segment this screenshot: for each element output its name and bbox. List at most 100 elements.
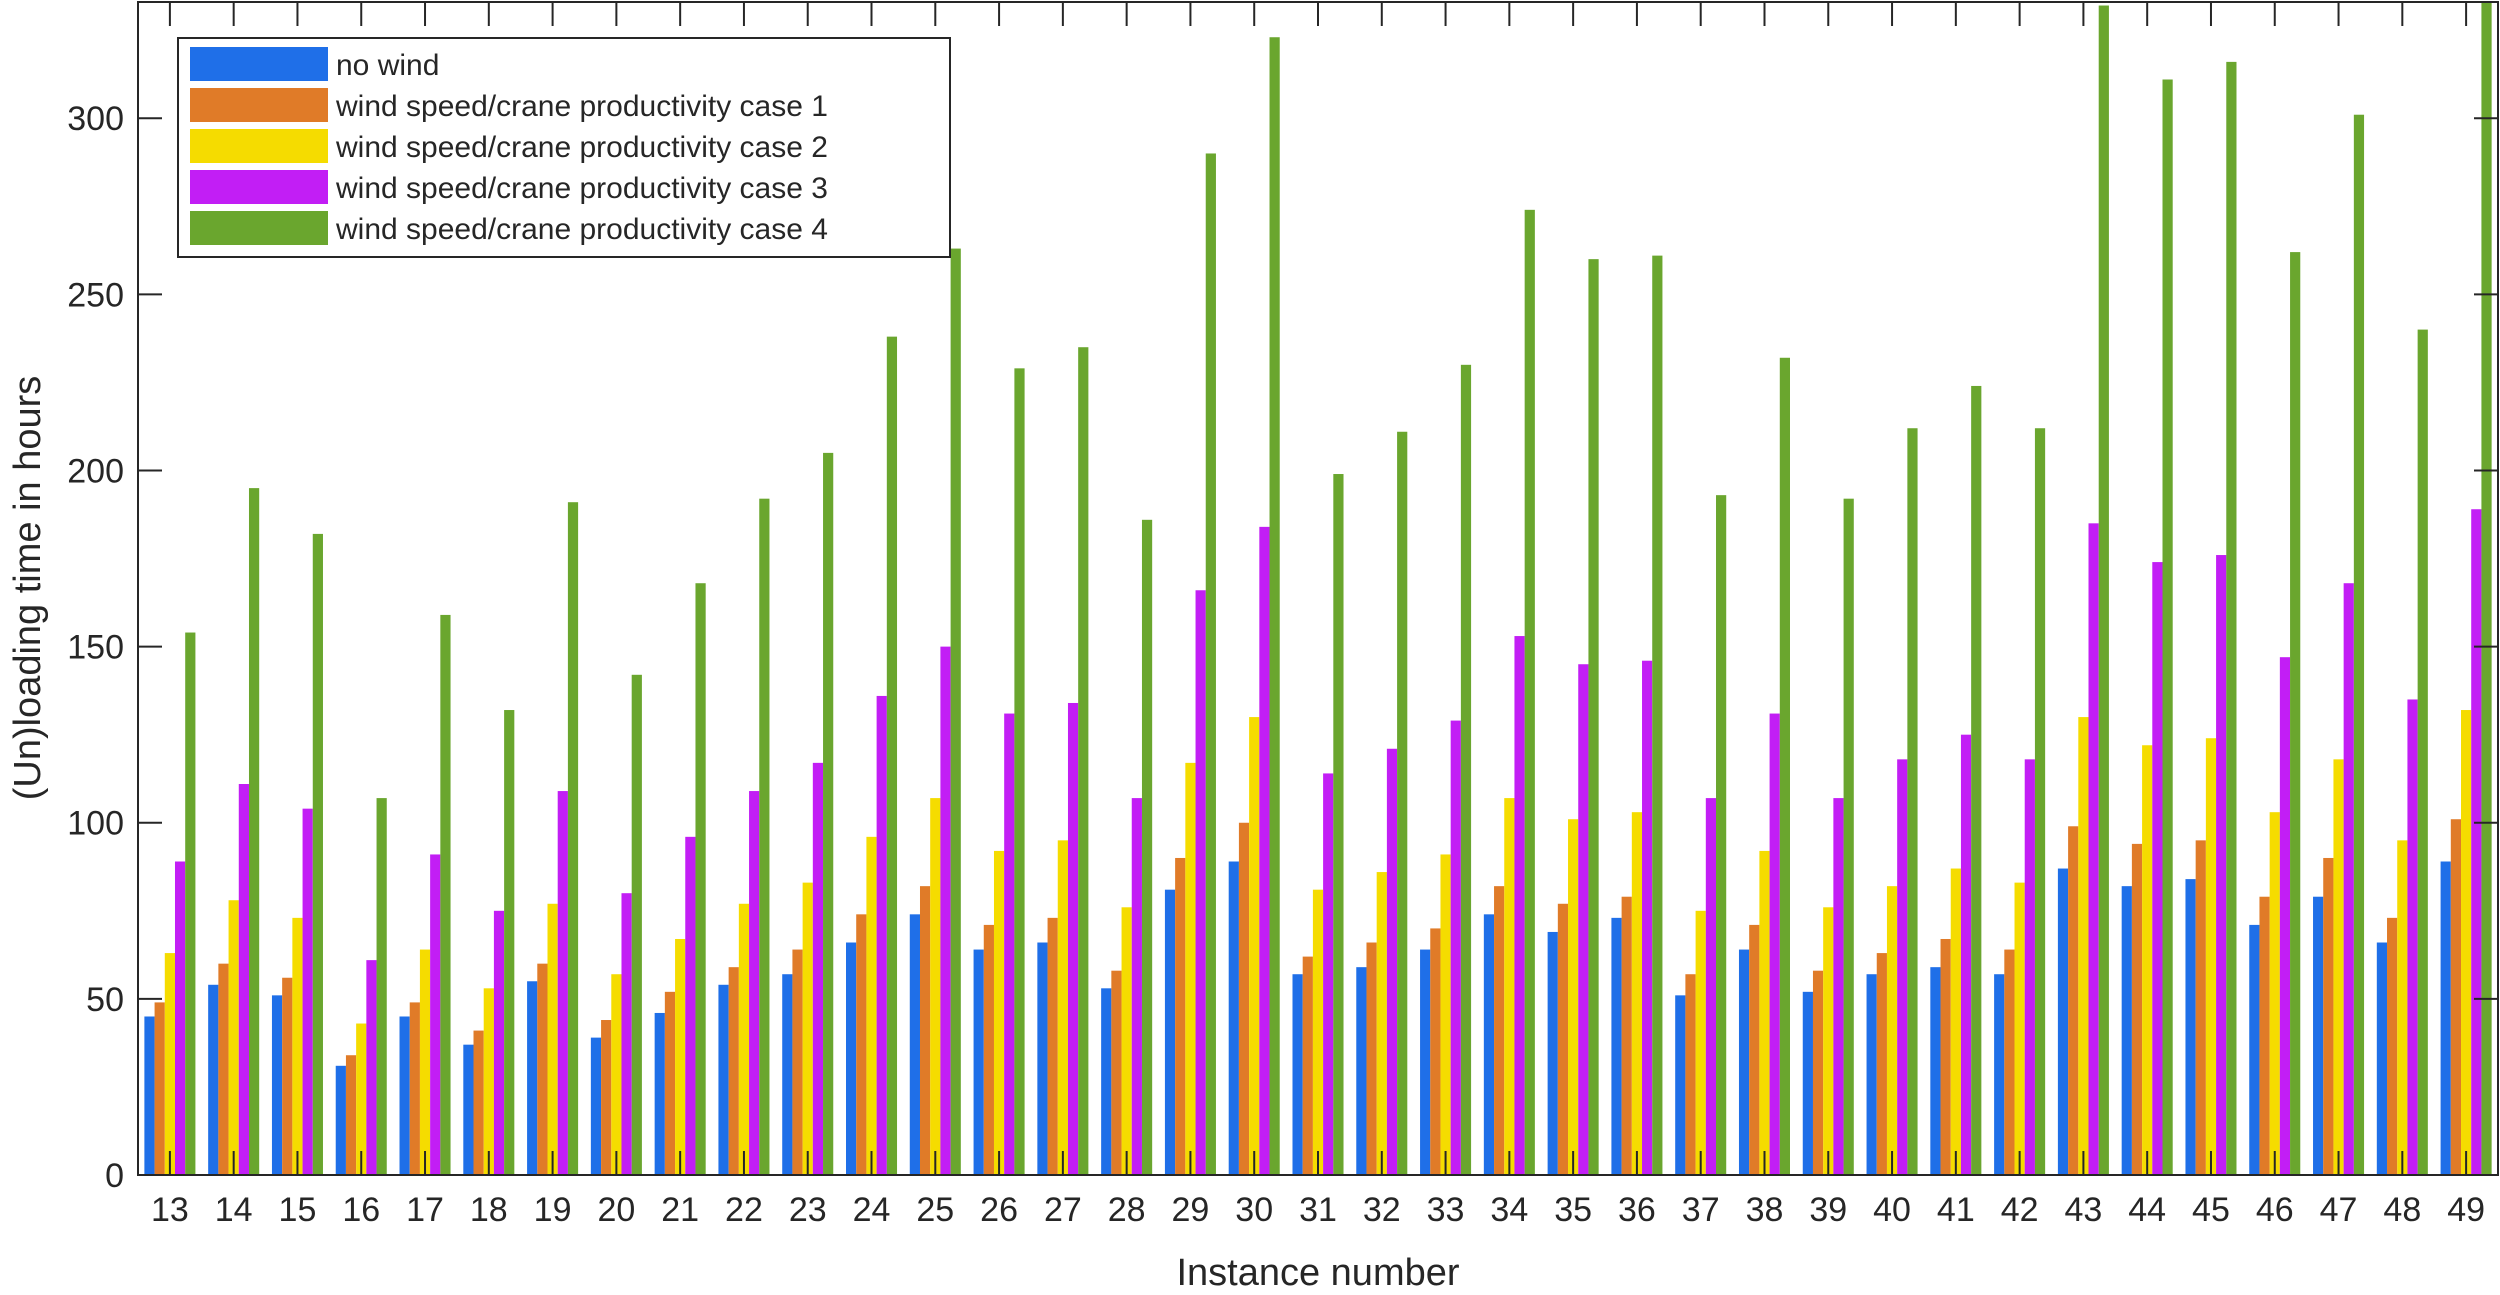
bar-34-series-0 xyxy=(1483,914,1495,1175)
bar-14-series-4 xyxy=(248,488,260,1175)
legend-swatch-4 xyxy=(190,211,328,245)
bar-16-series-2 xyxy=(356,1023,367,1175)
bar-31-series-0 xyxy=(1292,974,1303,1175)
bar-28-series-1 xyxy=(1111,970,1122,1175)
bar-31-series-1 xyxy=(1302,956,1313,1175)
bar-45-series-3 xyxy=(2216,555,2227,1175)
x-tick-label: 26 xyxy=(980,1191,1018,1229)
bar-41-series-0 xyxy=(1930,967,1941,1175)
bar-20-series-0 xyxy=(590,1037,602,1175)
bar-23-series-1 xyxy=(792,949,803,1175)
x-tick-label: 30 xyxy=(1235,1191,1273,1229)
bar-17-series-1 xyxy=(409,1002,420,1175)
bar-33-series-1 xyxy=(1430,928,1441,1175)
x-tick-label: 44 xyxy=(2128,1191,2166,1229)
bar-13-series-4 xyxy=(185,632,196,1175)
x-tick-label: 14 xyxy=(215,1191,253,1229)
bar-20-series-2 xyxy=(611,974,622,1175)
bar-13-series-0 xyxy=(144,1016,155,1175)
bar-43-series-0 xyxy=(2057,868,2069,1175)
bar-41-series-2 xyxy=(1950,868,1961,1175)
bar-33-series-0 xyxy=(1420,949,1431,1175)
legend-swatch-1 xyxy=(190,88,328,122)
bar-17-series-0 xyxy=(399,1016,410,1175)
bar-30-series-3 xyxy=(1259,526,1270,1175)
bar-21-series-4 xyxy=(695,583,706,1175)
bar-24-series-2 xyxy=(866,836,877,1175)
bar-36-series-3 xyxy=(1642,660,1653,1175)
bar-15-series-1 xyxy=(282,977,293,1175)
bar-34-series-2 xyxy=(1504,798,1515,1175)
legend-label-0: no wind xyxy=(336,49,439,82)
bar-40-series-3 xyxy=(1897,759,1908,1175)
bar-44-series-2 xyxy=(2142,745,2153,1175)
bar-49-series-4 xyxy=(2481,2,2492,1175)
bar-38-series-3 xyxy=(1769,713,1780,1175)
bar-33-series-4 xyxy=(1460,364,1472,1175)
bar-31-series-3 xyxy=(1323,773,1334,1175)
bar-24-series-0 xyxy=(846,942,857,1175)
bar-25-series-2 xyxy=(930,798,941,1175)
bar-38-series-4 xyxy=(1779,357,1790,1175)
bar-17-series-2 xyxy=(419,949,431,1175)
legend-label-1: wind speed/crane productivity case 1 xyxy=(335,90,828,123)
bar-19-series-3 xyxy=(557,791,568,1175)
x-tick-label: 29 xyxy=(1172,1191,1210,1229)
bar-27-series-0 xyxy=(1037,942,1048,1175)
bar-43-series-1 xyxy=(2068,826,2079,1175)
bar-48-series-4 xyxy=(2417,329,2428,1176)
bar-28-series-0 xyxy=(1101,988,1112,1175)
bar-40-series-0 xyxy=(1866,974,1877,1175)
bar-43-series-3 xyxy=(2088,523,2099,1175)
bar-28-series-3 xyxy=(1131,798,1142,1175)
bar-32-series-4 xyxy=(1397,431,1408,1175)
bar-25-series-3 xyxy=(940,646,951,1175)
bar-22-series-0 xyxy=(718,984,729,1175)
bar-19-series-2 xyxy=(547,903,558,1175)
x-tick-label: 48 xyxy=(2383,1191,2421,1229)
x-tick-label: 31 xyxy=(1299,1191,1337,1229)
bar-17-series-3 xyxy=(430,854,441,1175)
bar-14-series-3 xyxy=(238,784,249,1175)
x-tick-label: 42 xyxy=(2001,1191,2039,1229)
bar-39-series-2 xyxy=(1823,907,1834,1175)
x-tick-label: 25 xyxy=(916,1191,954,1229)
bar-15-series-4 xyxy=(312,533,323,1175)
x-tick-label: 46 xyxy=(2256,1191,2294,1229)
bar-26-series-0 xyxy=(973,949,984,1175)
x-tick-label: 13 xyxy=(151,1191,189,1229)
bar-44-series-3 xyxy=(2152,562,2163,1175)
bar-42-series-2 xyxy=(2014,882,2025,1175)
y-tick-label: 0 xyxy=(105,1157,124,1195)
bar-16-series-0 xyxy=(335,1065,346,1175)
bar-15-series-2 xyxy=(292,917,303,1175)
bars-group xyxy=(144,2,2492,1176)
bar-41-series-1 xyxy=(1940,938,1951,1175)
bar-18-series-0 xyxy=(463,1044,474,1175)
bar-23-series-3 xyxy=(812,762,824,1175)
bar-30-series-4 xyxy=(1269,37,1280,1176)
y-tick-label: 250 xyxy=(67,276,124,314)
bar-36-series-4 xyxy=(1652,255,1663,1175)
bar-25-series-1 xyxy=(919,886,931,1175)
bar-27-series-3 xyxy=(1067,702,1079,1175)
bar-32-series-3 xyxy=(1386,748,1398,1175)
bar-29-series-0 xyxy=(1164,889,1176,1175)
bar-24-series-4 xyxy=(886,336,898,1175)
bar-31-series-2 xyxy=(1312,889,1324,1175)
x-tick-label: 24 xyxy=(853,1191,891,1229)
bar-22-series-2 xyxy=(738,903,750,1175)
bar-32-series-0 xyxy=(1356,967,1367,1175)
legend-label-2: wind speed/crane productivity case 2 xyxy=(335,131,828,164)
bar-23-series-4 xyxy=(823,452,834,1175)
legend-swatch-0 xyxy=(190,47,328,81)
bar-33-series-2 xyxy=(1440,854,1451,1175)
x-tick-label: 41 xyxy=(1937,1191,1975,1229)
bar-48-series-0 xyxy=(2376,942,2388,1175)
bar-29-series-3 xyxy=(1195,590,1206,1175)
y-axis: 0 50 100 150 200 250 300 xyxy=(67,100,2498,1195)
bar-35-series-2 xyxy=(1568,819,1579,1175)
bar-49-series-1 xyxy=(2450,819,2462,1175)
bar-37-series-0 xyxy=(1675,995,1686,1175)
x-tick-label: 39 xyxy=(1809,1191,1847,1229)
